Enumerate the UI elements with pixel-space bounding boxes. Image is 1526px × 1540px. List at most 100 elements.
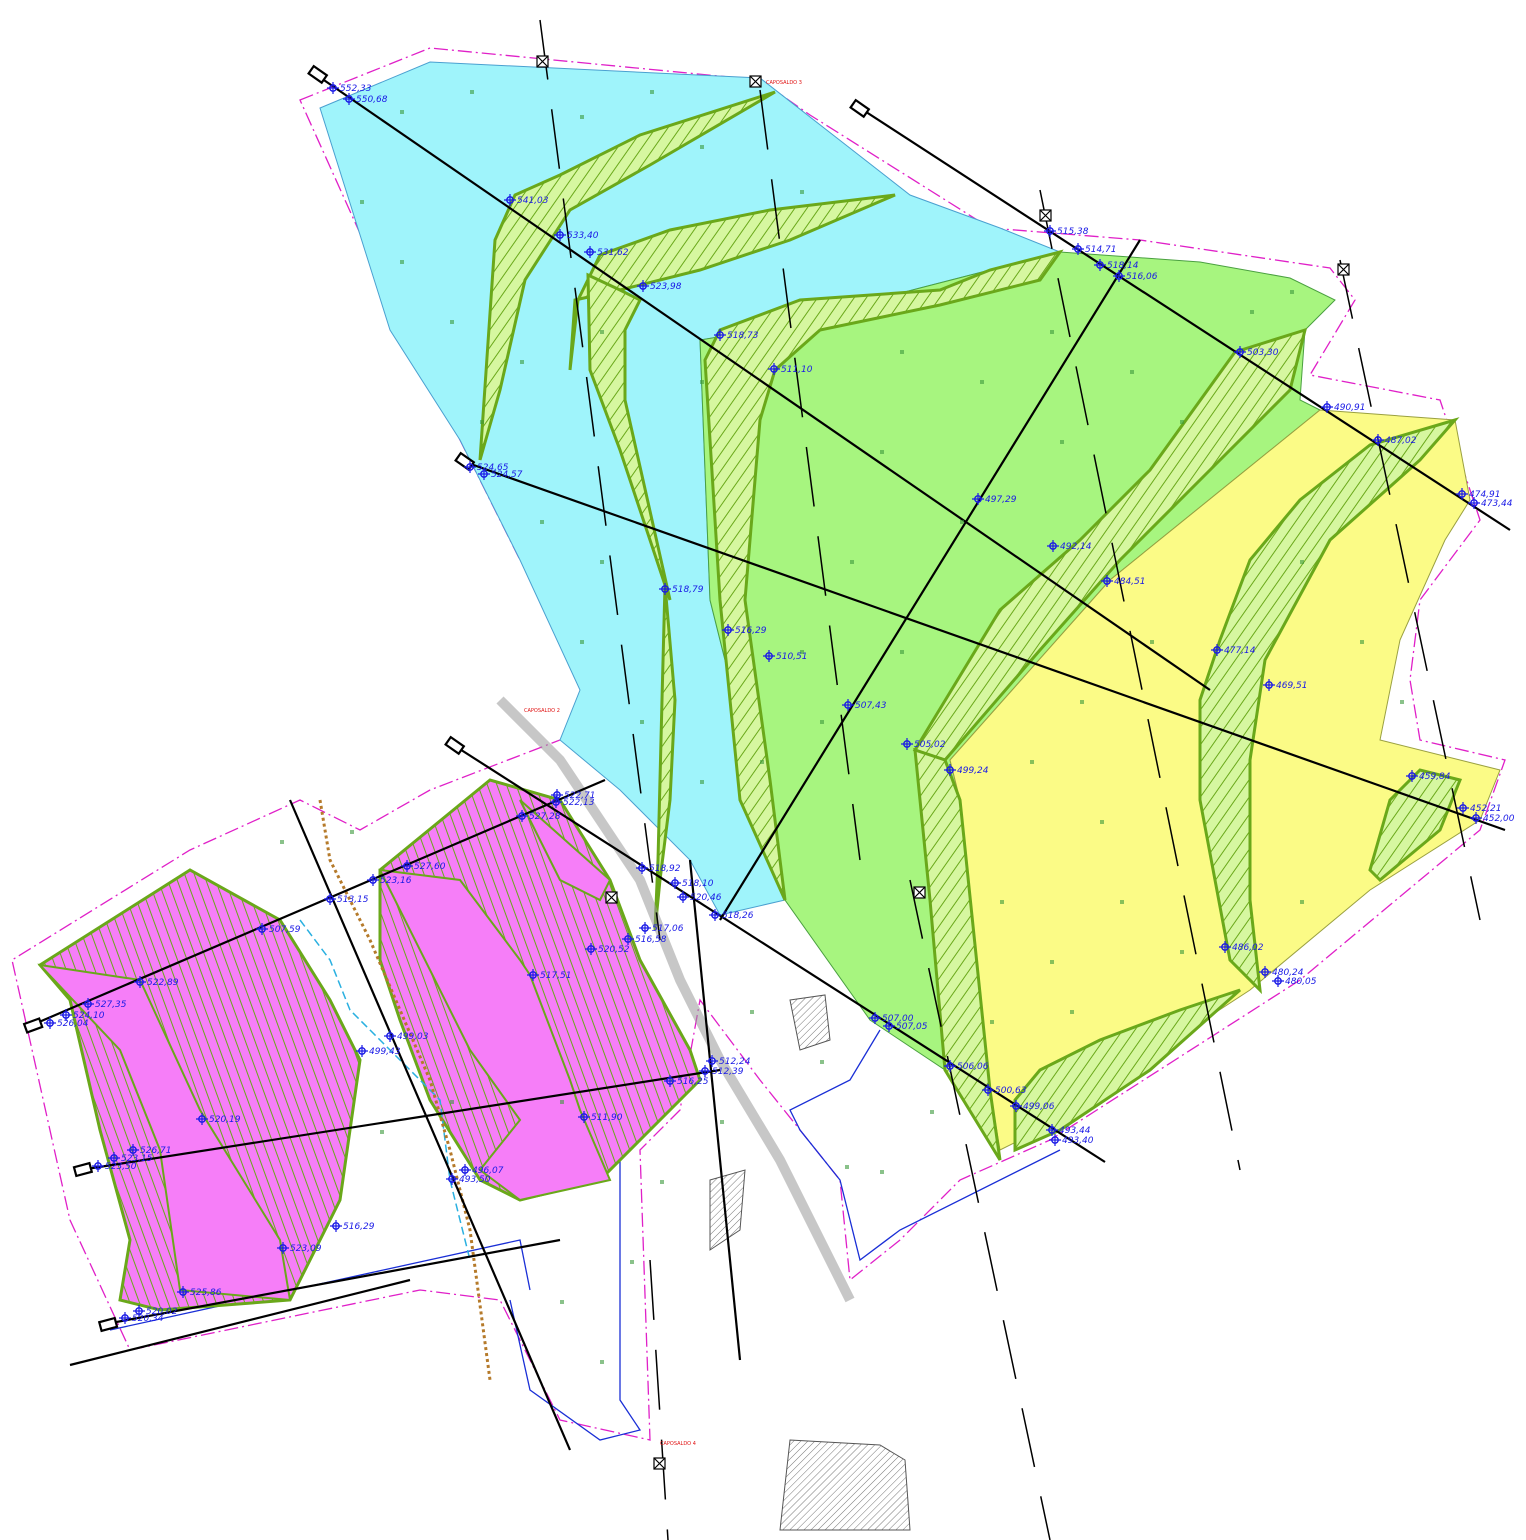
elevation-label: 517,06 (652, 924, 684, 934)
crosshair-target-icon (384, 1030, 396, 1042)
elevation-label: 512,39 (712, 1067, 744, 1077)
crosshair-target-icon (177, 1286, 189, 1298)
crosshair-target-icon (1010, 1100, 1022, 1112)
crosshair-target-icon (527, 969, 539, 981)
crosshair-target-icon (722, 624, 734, 636)
stream (299, 919, 471, 1261)
elevation-label: 500,63 (995, 1086, 1027, 1096)
elevation-label: 516,29 (343, 1222, 375, 1232)
crosshair-target-icon (108, 1152, 120, 1164)
elevation-label: 503,30 (1247, 348, 1279, 358)
elevation-label: 550,68 (356, 95, 388, 105)
section-marker-icon (849, 98, 871, 119)
crosshair-target-icon (1072, 243, 1084, 255)
crosshair-target-icon (883, 1020, 895, 1032)
crosshair-target-icon (944, 764, 956, 776)
crosshair-target-icon (1456, 488, 1468, 500)
dashed-reference-lines (539, 19, 1481, 1540)
crosshair-target-icon (44, 1017, 56, 1029)
crosshair-target-icon (464, 461, 476, 473)
elevation-label: 512,24 (719, 1057, 751, 1067)
embankment-slopes (478, 90, 1463, 1161)
elevation-label: 499,06 (1023, 1102, 1055, 1112)
crosshair-target-icon (677, 891, 689, 903)
crosshair-target-icon (196, 1113, 208, 1125)
benchmark-box-icon (913, 886, 926, 899)
crosshair-target-icon (516, 810, 528, 822)
elevation-label: 480,05 (1285, 977, 1317, 987)
crosshair-target-icon (550, 796, 562, 808)
benchmark-label: CAPOSALDO 2 (524, 708, 560, 714)
elevation-label: 541,03 (517, 196, 549, 206)
crosshair-target-icon (504, 194, 516, 206)
elevation-label: 531,62 (597, 248, 629, 258)
elevation-label: 518,92 (649, 864, 681, 874)
slope-brown (318, 799, 492, 1381)
elevation-label: 497,29 (985, 495, 1017, 505)
crosshair-target-icon (1321, 401, 1333, 413)
crosshair-target-icon (1101, 575, 1113, 587)
elevation-label: 516,29 (735, 626, 767, 636)
crosshair-target-icon (343, 93, 355, 105)
crosshair-target-icon (330, 1220, 342, 1232)
crosshair-target-icon (1406, 770, 1418, 782)
elevation-label: 514,71 (1085, 245, 1117, 255)
crosshair-target-icon (842, 699, 854, 711)
crosshair-target-icon (1046, 1124, 1058, 1136)
crosshair-target-icon (1263, 679, 1275, 691)
elevation-label: 505,02 (914, 740, 946, 750)
elevation-label: 511,10 (781, 365, 813, 375)
crosshair-target-icon (356, 1045, 368, 1057)
crosshair-target-icon (134, 976, 146, 988)
elevation-label: 523,15 (121, 1154, 153, 1164)
elevation-label: 523,09 (290, 1244, 322, 1254)
benchmark-box-icon (1337, 263, 1350, 276)
elevation-label: 499,03 (397, 1032, 429, 1042)
crosshair-target-icon (1044, 225, 1056, 237)
section-lines (31, 75, 1511, 1451)
elevation-label: 459,84 (1419, 772, 1451, 782)
crosshair-target-icon (659, 583, 671, 595)
crosshair-target-icon (1113, 270, 1125, 282)
crosshair-target-icon (277, 1242, 289, 1254)
elevation-label: 499,24 (957, 766, 989, 776)
section-marker-icon (454, 451, 476, 472)
benchmark-box-icon (653, 1457, 666, 1470)
elevation-label: 520,46 (690, 893, 722, 903)
crosshair-target-icon (869, 1012, 881, 1024)
elevation-label: 474,91 (1469, 490, 1501, 500)
section-marker-icon (307, 64, 329, 85)
elevation-label: 487,02 (1385, 436, 1417, 446)
elevation-label: 520,52 (598, 945, 630, 955)
benchmark-box-icon (1039, 209, 1052, 222)
elevation-label: 533,40 (567, 231, 599, 241)
elevation-label: 518,14 (1107, 261, 1139, 271)
hatched-building-icon (789, 994, 831, 1051)
elevation-label: 496,07 (472, 1166, 504, 1176)
crosshair-target-icon (706, 1055, 718, 1067)
elevation-label: 552,33 (340, 84, 372, 94)
section-marker-icon (22, 1017, 44, 1034)
crosshair-target-icon (1234, 346, 1246, 358)
crosshair-target-icon (401, 860, 413, 872)
elevation-label: 473,44 (1481, 499, 1513, 509)
crosshair-target-icon (127, 1144, 139, 1156)
elevation-label: 518,79 (672, 585, 704, 595)
crosshair-target-icon (669, 877, 681, 889)
crosshair-target-icon (1468, 497, 1480, 509)
elevation-label: 520,34 (132, 1314, 164, 1324)
elevation-label: 510,51 (776, 652, 808, 662)
elevation-label: 518,10 (682, 879, 714, 889)
crosshair-target-icon (699, 1065, 711, 1077)
elevation-label: 452,21 (1470, 804, 1502, 814)
elevation-label: 527,35 (95, 1000, 127, 1010)
road-corridor (496, 696, 855, 1303)
crosshair-target-icon (1259, 966, 1271, 978)
crosshair-target-icon (478, 468, 490, 480)
elevation-label: 511,90 (591, 1113, 623, 1123)
crosshair-target-icon (1372, 434, 1384, 446)
benchmark-label: CAPOSALDO 3 (766, 80, 802, 86)
benchmark-box-icon (749, 75, 762, 88)
elevation-label: 493,44 (1059, 1126, 1091, 1136)
